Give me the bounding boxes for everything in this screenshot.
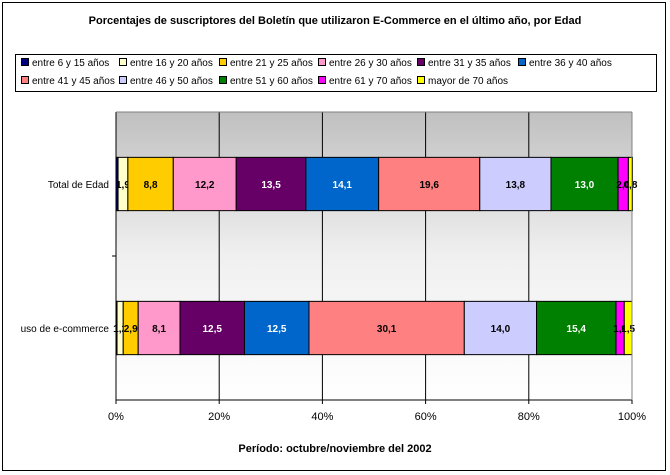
data-label: 14,0 [491,324,511,335]
data-label: 13,0 [575,180,595,191]
legend-swatch [417,76,425,85]
legend-swatch [21,58,29,67]
data-label: 8,1 [152,324,166,335]
legend-label: entre 46 y 50 años [130,76,213,87]
data-label: 1,9 [116,180,130,191]
bar-segment [127,156,174,212]
bar-segment [235,156,307,212]
legend-item: entre 16 y 20 años [119,57,213,70]
x-tick-label: 20% [208,411,230,423]
legend-label: entre 16 y 20 años [130,58,213,69]
x-axis-label: Período: octubre/noviembre del 2002 [238,443,432,455]
data-label: 2,9 [124,324,138,335]
legend-swatch [417,58,425,67]
data-label: 30,1 [377,324,397,335]
legend-swatch [21,76,29,85]
data-label: 12,5 [202,324,222,335]
x-tick-label: 100% [618,411,646,423]
legend-item: entre 51 y 60 años [219,75,313,88]
bar-segment [308,300,465,356]
x-tick-label: 80% [518,411,540,423]
legend-item: entre 31 y 35 años [417,57,511,70]
legend-label: mayor de 70 años [428,76,509,87]
bar-segment [627,156,634,212]
legend-label: entre 31 y 35 años [428,58,511,69]
legend-swatch [219,58,227,67]
category-label: Total de Edad [48,180,109,191]
x-tick-label: 40% [311,411,333,423]
legend-item: entre 26 y 30 años [318,57,412,70]
legend-label: entre 51 y 60 años [230,76,313,87]
legend-swatch [318,58,326,67]
data-label: 1,6 [613,324,627,335]
x-tick-label: 60% [415,411,437,423]
legend-item: entre 21 y 25 años [219,57,313,70]
legend-swatch [518,58,526,67]
legend-item: entre 6 y 15 años [21,57,109,70]
bar-segment [137,300,181,356]
data-label: 13,5 [261,180,281,191]
data-label: 14,1 [333,180,353,191]
bar-segment [179,300,245,356]
legend-swatch [219,76,227,85]
legend-label: entre 36 y 40 años [529,58,612,69]
bar-segment [305,156,380,212]
data-label: 2,0 [616,180,630,191]
chart-frame [2,2,666,471]
data-label: 12,5 [267,324,287,335]
legend-swatch [119,76,127,85]
legend-label: entre 6 y 15 años [32,58,110,69]
legend: entre 6 y 15 años entre 16 y 20 años entre… [15,54,657,92]
data-label: 8,8 [144,180,158,191]
legend-item: entre 41 y 45 años [21,75,115,88]
bar-segment [172,156,237,212]
legend-label: entre 21 y 25 años [230,58,313,69]
legend-label: entre 26 y 30 años [329,58,412,69]
data-label: 1,5 [621,324,635,335]
data-label: 0,8 [623,180,637,191]
legend-label: entre 61 y 70 años [329,76,412,87]
bar-segment [378,156,481,212]
legend-item: entre 36 y 40 años [518,57,612,70]
category-label: uso de e-commerce [21,324,110,335]
plot-background [116,112,632,400]
legend-swatch [318,76,326,85]
chart-title: Porcentajes de suscriptores del Boletín … [88,15,582,27]
legend-label: entre 41 y 45 años [32,76,115,87]
data-label: 1,2 [113,324,127,335]
bar-segment [243,300,310,356]
legend-swatch [119,58,127,67]
data-label: 19,6 [419,180,439,191]
x-tick-label: 0% [108,411,124,423]
bar-segment [536,300,617,356]
data-label: 15,4 [567,324,587,335]
data-label: 13,8 [506,180,526,191]
data-label: 12,2 [195,180,215,191]
legend-item: mayor de 70 años [417,75,508,88]
legend-item: entre 61 y 70 años [318,75,412,88]
legend-item: entre 46 y 50 años [119,75,213,88]
